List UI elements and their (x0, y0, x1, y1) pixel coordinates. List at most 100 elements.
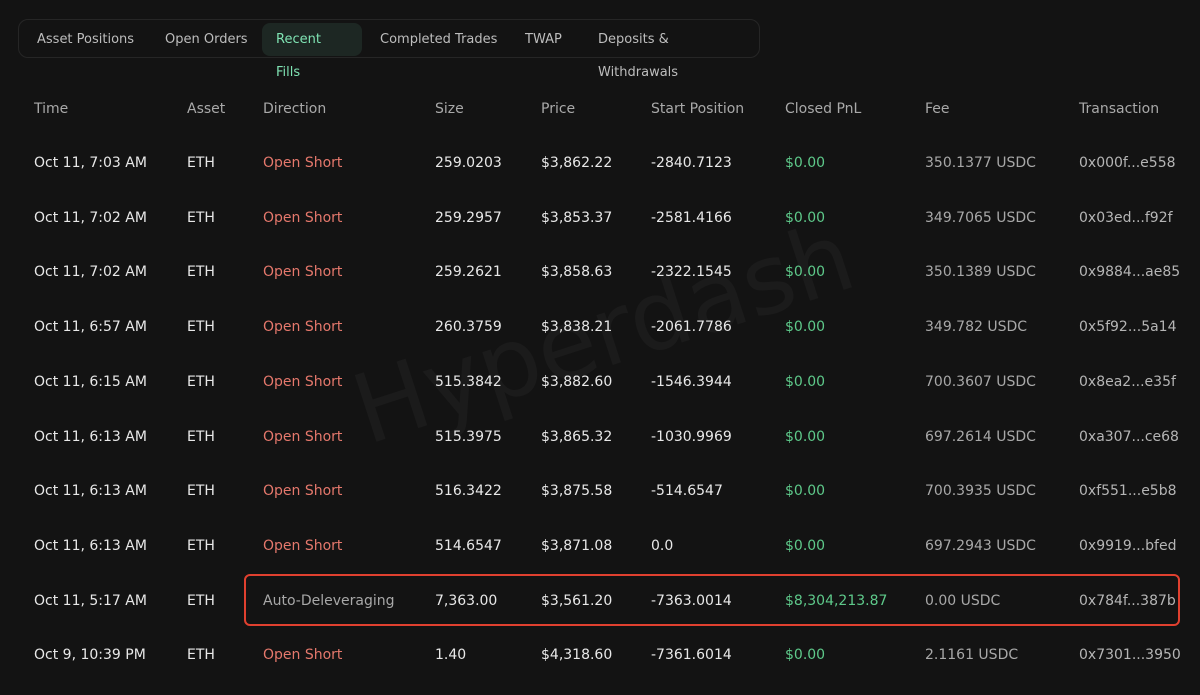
table-cell: ETH (187, 155, 215, 171)
table-cell: $0.00 (785, 319, 826, 336)
column-header: Time (34, 101, 69, 117)
column-header: Size (435, 101, 464, 117)
column-header: Closed PnL (785, 101, 862, 117)
table-cell: 0.0 (651, 537, 674, 554)
table-cell: -514.6547 (651, 483, 723, 500)
table-cell: ETH (187, 373, 215, 390)
table-cell: ETH (187, 647, 215, 664)
table-cell: 349.7065 USDC (925, 209, 1036, 226)
tab[interactable]: Asset Positions (37, 32, 135, 47)
column-header: Start Position (651, 101, 745, 117)
table-cell: -2581.4166 (651, 209, 732, 226)
table-cell: 7,363.00 (435, 592, 498, 609)
tab[interactable]: Completed Trades (380, 32, 498, 47)
table-cell: Oct 11, 6:13 AM (34, 483, 147, 500)
table-cell: 259.2957 (435, 209, 502, 226)
table-cell: 516.3422 (435, 483, 502, 500)
table-cell: 0x9884...ae85 (1079, 264, 1181, 281)
table-cell: 0x03ed...f92f (1079, 209, 1173, 226)
table-cell: $3,862.22 (541, 155, 613, 171)
table-cell: 0x9919...bfed (1079, 537, 1177, 554)
table-cell: $0.00 (785, 373, 826, 390)
table-cell: -1546.3944 (651, 373, 732, 390)
table-cell: 349.782 USDC (925, 319, 1028, 336)
table-cell: Oct 11, 6:15 AM (34, 373, 147, 390)
table-cell: $3,561.20 (541, 592, 613, 609)
table-cell: ETH (187, 592, 215, 609)
table-cell: -2061.7786 (651, 319, 732, 336)
table-cell: Oct 9, 10:39 PM (34, 647, 146, 664)
table-cell: $3,838.21 (541, 319, 613, 336)
table-cell: 697.2943 USDC (925, 537, 1036, 554)
table-cell: $3,858.63 (541, 264, 613, 281)
table-cell: $0.00 (785, 647, 826, 664)
table-cell: 259.2621 (435, 264, 502, 281)
table-cell: Open Short (263, 264, 343, 281)
table-cell: Oct 11, 6:57 AM (34, 319, 147, 336)
table-cell: Open Short (263, 647, 343, 664)
table-cell: ETH (187, 209, 215, 226)
table-cell: Open Short (263, 373, 343, 390)
table-cell: Oct 11, 7:02 AM (34, 209, 147, 226)
table-cell: 0x8ea2...e35f (1079, 373, 1176, 390)
tab[interactable]: Deposits & Withdrawals (598, 32, 679, 80)
table-cell: $0.00 (785, 209, 826, 226)
table-cell: $0.00 (785, 483, 826, 500)
table-cell: $3,865.32 (541, 428, 613, 445)
table-cell: 0x7301...3950 (1079, 647, 1181, 664)
table-cell: Open Short (263, 155, 343, 171)
table-cell: -2840.7123 (651, 155, 732, 171)
column-header: Price (541, 101, 576, 117)
table-cell: $3,882.60 (541, 373, 613, 390)
table-cell: ETH (187, 264, 215, 281)
table-cell: Open Short (263, 209, 343, 226)
table-cell: 700.3607 USDC (925, 373, 1036, 390)
column-header: Fee (925, 101, 950, 117)
table-cell: $0.00 (785, 428, 826, 445)
column-header: Asset (187, 101, 226, 117)
table-cell: $3,871.08 (541, 537, 613, 554)
table-cell: -1030.9969 (651, 428, 732, 445)
table-cell: 2.1161 USDC (925, 647, 1019, 664)
table-cell: 0xa307...ce68 (1079, 428, 1179, 445)
table-cell: 514.6547 (435, 537, 502, 554)
table-cell: 515.3975 (435, 428, 502, 445)
table-cell: 0x000f...e558 (1079, 155, 1176, 171)
table-cell: ETH (187, 537, 215, 554)
table-cell: 700.3935 USDC (925, 483, 1036, 500)
table-cell: $3,875.58 (541, 483, 613, 500)
table-cell: Oct 11, 7:02 AM (34, 264, 147, 281)
table-cell: Open Short (263, 537, 343, 554)
table-cell: -2322.1545 (651, 264, 732, 281)
column-header: Transaction (1079, 101, 1160, 117)
table-cell: Open Short (263, 483, 343, 500)
table-cell: 260.3759 (435, 319, 502, 336)
table-cell: 0xf551...e5b8 (1079, 483, 1177, 500)
table-cell: -7361.6014 (651, 647, 732, 664)
table-cell: Oct 11, 7:03 AM (34, 155, 147, 171)
table-cell: 350.1377 USDC (925, 155, 1036, 171)
table-cell: Open Short (263, 428, 343, 445)
column-header: Direction (263, 101, 327, 117)
table-cell: $8,304,213.87 (785, 592, 888, 609)
table-cell: 697.2614 USDC (925, 428, 1036, 445)
table-cell: 0x784f...387b (1079, 592, 1176, 609)
table-cell: -7363.0014 (651, 592, 732, 609)
table-cell: 350.1389 USDC (925, 264, 1036, 281)
table-cell: Oct 11, 5:17 AM (34, 592, 147, 609)
table-cell: $0.00 (785, 264, 826, 281)
table-cell: Open Short (263, 319, 343, 336)
table-cell: $0.00 (785, 537, 826, 554)
tab[interactable]: TWAP (525, 32, 562, 47)
table-cell: ETH (187, 428, 215, 445)
table-cell: $0.00 (785, 155, 826, 171)
tab-active[interactable]: Recent Fills (262, 23, 362, 80)
tab-bar: Asset Positions Open Orders Recent Fills… (18, 19, 760, 80)
highlight-box (244, 574, 1180, 626)
table-cell: 259.0203 (435, 155, 502, 171)
table-cell: $4,318.60 (541, 647, 613, 664)
table-cell: Oct 11, 6:13 AM (34, 537, 147, 554)
table-cell: 1.40 (435, 647, 467, 664)
tab[interactable]: Open Orders (165, 32, 248, 47)
